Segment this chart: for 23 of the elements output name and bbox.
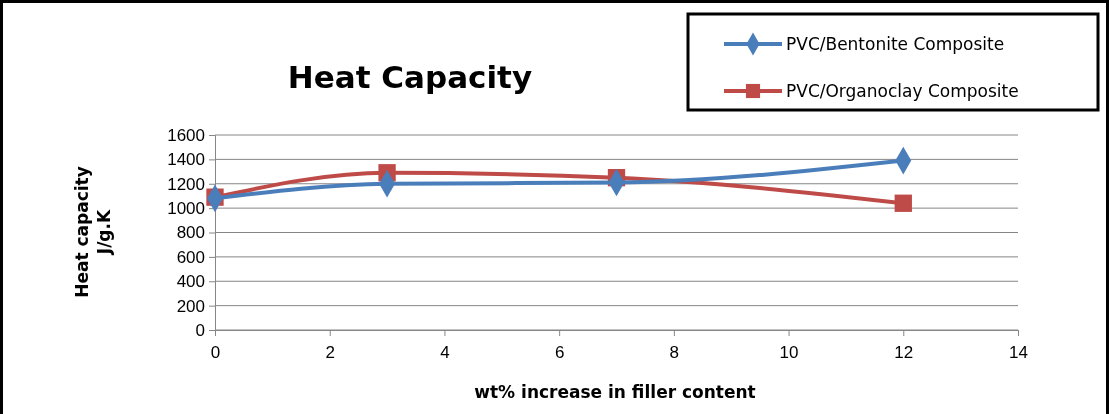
- y-tick-label: 800: [176, 223, 205, 243]
- x-tick-label: 8: [669, 343, 680, 363]
- y-tick-label: 400: [176, 272, 205, 292]
- x-tick-label: 10: [779, 343, 799, 363]
- x-axis-title: wt% increase in filler content: [474, 382, 756, 402]
- x-tick-label: 6: [554, 343, 565, 363]
- y-tick-label: 1400: [167, 150, 205, 170]
- legend-label: PVC/Bentonite Composite: [786, 34, 1005, 54]
- x-tick-label: 14: [1009, 343, 1028, 363]
- y-tick-label: 0: [195, 320, 205, 340]
- y-tick-label: 1200: [167, 174, 205, 194]
- y-tick-label: 1000: [167, 199, 205, 219]
- point: [894, 194, 912, 212]
- y-tick-label: 600: [176, 247, 205, 267]
- legend-label: PVC/Organoclay Composite: [786, 81, 1019, 101]
- y-tick-label: 200: [176, 296, 205, 316]
- x-tick-label: 12: [894, 343, 914, 363]
- y-tick-label: 1600: [167, 125, 205, 145]
- x-tick-label: 2: [325, 343, 335, 363]
- x-tick-label: 0: [210, 343, 221, 363]
- x-tick-label: 4: [440, 343, 450, 363]
- y-axis-title: Heat capacity J/g.K: [72, 166, 114, 298]
- chart-title: Heat Capacity: [287, 59, 533, 95]
